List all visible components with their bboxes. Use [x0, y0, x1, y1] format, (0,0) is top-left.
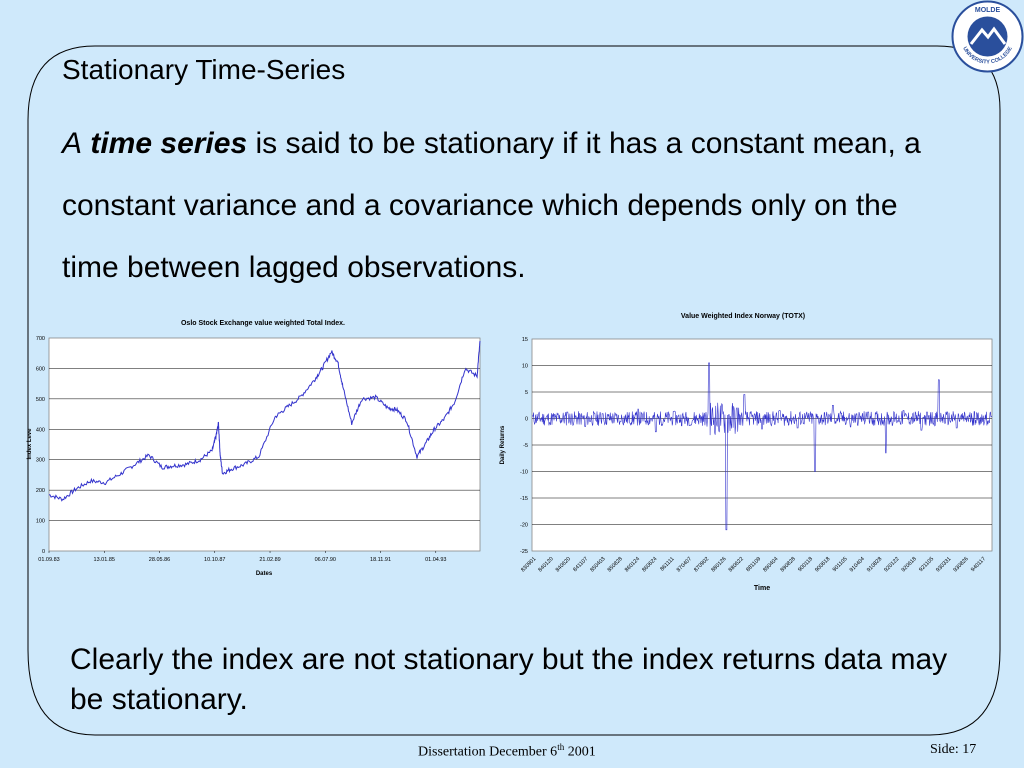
chart1-x-tick-label: 18.11.91 — [370, 557, 391, 563]
chart2-x-tick-label: 930331 — [935, 556, 952, 573]
footer-sup: th — [557, 742, 565, 752]
chart1-plot-area — [48, 337, 481, 552]
chart1-x-tick-label: 06.07.90 — [315, 557, 336, 563]
chart1-grid — [49, 368, 480, 521]
chart1-x-label: Dates — [256, 571, 273, 577]
chart2-x-tick-label: 870902 — [693, 556, 710, 573]
chart1-x-ticks: 01.09.83 13.01.85 28.05.86 10.10.87 21.02.89… — [38, 551, 447, 563]
chart1-x-tick-label: 10.10.87 — [204, 557, 225, 563]
chart1-series-line — [48, 340, 481, 502]
chart2-y-tick-label: 15 — [522, 337, 528, 343]
chart2-y-tick-label: -10 — [520, 470, 528, 476]
university-logo: MOLDE UNIVERSITY COLLEGE — [951, 0, 1024, 73]
chart2-x-tick-label: 860124 — [624, 556, 641, 573]
chart2-y-tick-label: -15 — [520, 496, 528, 502]
chart2-x-tick-label: 890404 — [762, 556, 779, 573]
chart2-x-tick-label: 850828 — [607, 556, 624, 573]
chart2-x-tick-label: 940117 — [970, 556, 987, 573]
footer-prefix: Dissertation December 6 — [418, 744, 558, 760]
logo-top-text: MOLDE — [975, 7, 1001, 14]
chart2-y-tick-label: -5 — [523, 443, 528, 449]
chart1-y-tick-label: 200 — [36, 488, 45, 494]
chart2-y-tick-label: -20 — [520, 523, 528, 529]
chart2-series-line — [532, 362, 992, 531]
chart1-x-tick-label: 13.01.85 — [94, 557, 115, 563]
totx-returns-chart: Value Weighted Index Norway (TOTX) -25-2… — [500, 313, 993, 592]
chart1-y-label: Index Leve — [27, 428, 33, 460]
chart2-x-label: Time — [754, 585, 770, 592]
chart2-x-tick-label: 881109 — [745, 556, 762, 573]
chart2-y-label: Daily Returns — [500, 425, 506, 464]
intro-rest: is said to be stationary if it has a con… — [62, 127, 921, 284]
chart1-y-tick-label: 300 — [36, 458, 45, 464]
chart1-x-tick-label: 01.04.93 — [425, 557, 446, 563]
chart2-grid — [532, 365, 992, 525]
chart1-y-tick-label: 0 — [42, 549, 45, 555]
slide-heading: Stationary Time-Series — [62, 54, 346, 85]
chart2-x-tick-label: 900618 — [814, 556, 831, 573]
intro-term: time series — [90, 127, 248, 160]
chart2-x-tick-label: 830901 — [520, 556, 537, 573]
chart2-x-tick-label: 910828 — [866, 556, 883, 573]
chart2-x-tick-label: 840120 — [537, 556, 554, 573]
chart2-x-tick-label: 920618 — [901, 556, 918, 573]
chart2-x-tick-label: 880622 — [728, 556, 745, 573]
chart2-title: Value Weighted Index Norway (TOTX) — [681, 313, 805, 320]
chart2-x-tick-label: 880126 — [710, 556, 727, 573]
chart2-x-tick-label: 861111 — [659, 556, 675, 572]
chart2-y-tick-label: 10 — [522, 364, 528, 370]
chart1-x-tick-label: 28.05.86 — [149, 557, 170, 563]
chart2-x-tick-label: 930826 — [953, 556, 970, 573]
chart2-x-tick-label: 901105 — [832, 556, 849, 573]
chart2-x-ticks: 830901 840120 840620 841107 850403 850828 8601… — [520, 556, 987, 573]
chart2-x-tick-label: 890828 — [780, 556, 797, 573]
chart2-y-tick-label: 5 — [525, 390, 528, 396]
chart2-y-ticks: -25 -20 -15 -10 -5 0 5 10 15 — [520, 337, 528, 555]
footer-suffix: 2001 — [564, 744, 596, 760]
chart1-x-tick-label: 01.09.83 — [38, 557, 59, 563]
footer-date: Dissertation December 6th 2001 — [418, 742, 596, 761]
chart2-x-tick-label: 921105 — [918, 556, 935, 573]
chart2-x-tick-label: 870407 — [676, 556, 693, 573]
chart1-y-tick-label: 600 — [36, 366, 45, 372]
chart1-y-tick-label: 500 — [36, 397, 45, 403]
intro-article: A — [62, 127, 83, 160]
chart2-y-tick-label: -25 — [520, 549, 528, 555]
chart2-x-tick-label: 900118 — [797, 556, 814, 573]
chart2-x-tick-label: 920122 — [883, 556, 900, 573]
chart2-x-tick-label: 840620 — [555, 556, 572, 573]
chart1-y-tick-label: 400 — [36, 427, 45, 433]
conclusion-text: Clearly the index are not stationary but… — [70, 643, 948, 716]
chart2-x-tick-label: 850403 — [589, 556, 606, 573]
chart1-title: Oslo Stock Exchange value weighted Total… — [181, 320, 345, 327]
oslo-index-chart: Oslo Stock Exchange value weighted Total… — [27, 320, 481, 577]
chart1-y-tick-label: 100 — [36, 519, 45, 525]
chart1-y-ticks: 0 100 200 300 400 500 600 700 — [36, 336, 45, 555]
chart2-y-tick-label: 0 — [525, 417, 528, 423]
chart1-x-tick-label: 21.02.89 — [259, 557, 280, 563]
chart2-x-tick-label: 860624 — [641, 556, 658, 573]
page-number: Side: 17 — [930, 742, 977, 757]
intro-paragraph: A time series is said to be stationary i… — [62, 113, 942, 299]
chart2-x-tick-label: 910404 — [849, 556, 866, 573]
chart1-y-tick-label: 700 — [36, 336, 45, 342]
chart2-x-tick-label: 841107 — [572, 556, 589, 573]
